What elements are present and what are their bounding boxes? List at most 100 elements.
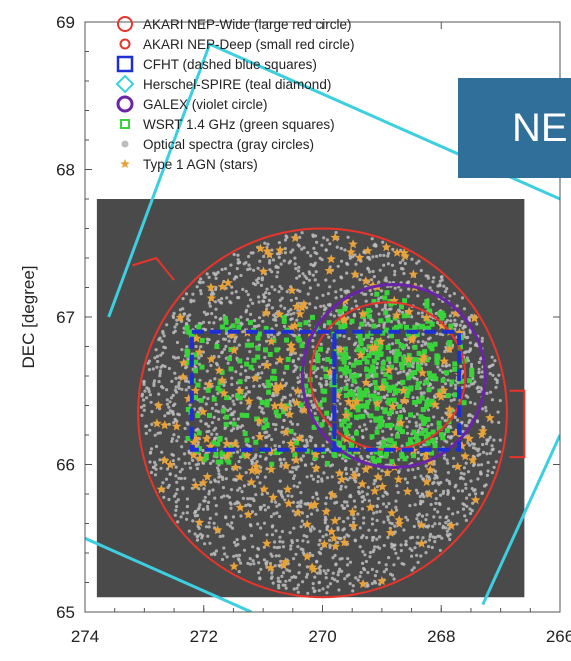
optical-spectrum-point [153, 473, 158, 477]
optical-spectrum-point [175, 318, 179, 322]
wsrt-source-point [387, 411, 392, 417]
optical-spectrum-point [484, 483, 488, 487]
optical-spectrum-point [175, 419, 179, 423]
optical-spectrum-point [498, 438, 502, 442]
optical-spectrum-point [361, 495, 365, 499]
optical-spectrum-point [264, 291, 268, 295]
wsrt-source-point [235, 393, 241, 398]
optical-spectrum-point [290, 541, 294, 545]
agn-star-point [365, 502, 376, 512]
optical-spectrum-point [377, 297, 381, 301]
optical-spectrum-point [174, 500, 178, 504]
optical-spectrum-point [171, 393, 175, 397]
optical-spectrum-point [279, 262, 283, 266]
optical-spectrum-point [225, 555, 229, 559]
optical-spectrum-point [394, 505, 398, 509]
optical-spectrum-point [162, 345, 166, 349]
agn-star-point [408, 333, 418, 343]
optical-spectrum-point [353, 253, 357, 257]
wsrt-source-point [311, 424, 317, 430]
optical-spectrum-point [226, 522, 230, 526]
optical-spectrum-point [148, 460, 152, 464]
wsrt-source-point [269, 461, 275, 467]
optical-spectrum-point [223, 267, 228, 271]
optical-spectrum-point [302, 246, 306, 250]
optical-spectrum-point [386, 535, 390, 540]
optical-spectrum-point [276, 270, 280, 274]
agn-star-point [291, 301, 302, 311]
optical-spectrum-point [252, 384, 256, 388]
optical-spectrum-point [343, 248, 347, 252]
optical-spectrum-point [459, 475, 463, 480]
optical-spectrum-point [405, 431, 410, 435]
wsrt-source-point [366, 308, 372, 313]
optical-spectrum-point [373, 390, 377, 394]
optical-spectrum-point [174, 376, 178, 380]
optical-spectrum-point [255, 278, 259, 282]
optical-spectrum-point [175, 322, 179, 326]
optical-spectrum-point [266, 242, 270, 246]
optical-spectrum-point [380, 289, 384, 293]
optical-spectrum-point [333, 578, 337, 582]
optical-spectrum-point [224, 477, 228, 481]
optical-spectrum-point [236, 261, 240, 265]
wsrt-source-point [406, 362, 412, 368]
optical-spectrum-point [293, 474, 297, 478]
agn-star-point [444, 344, 455, 354]
optical-spectrum-point [187, 385, 191, 389]
wsrt-source-point [381, 439, 387, 445]
optical-spectrum-point [311, 233, 315, 237]
optical-spectrum-point [210, 312, 214, 316]
optical-spectrum-point [184, 292, 189, 296]
optical-spectrum-point [292, 587, 296, 591]
optical-spectrum-point [347, 337, 351, 341]
optical-spectrum-point [204, 312, 208, 317]
optical-spectrum-point [214, 512, 218, 516]
optical-spectrum-point [427, 538, 432, 542]
wsrt-source-point [320, 388, 326, 394]
optical-spectrum-point [149, 400, 153, 404]
optical-spectrum-point [382, 395, 386, 399]
optical-spectrum-point [229, 488, 234, 492]
optical-spectrum-point [386, 515, 390, 519]
wsrt-source-point [340, 356, 346, 362]
wsrt-source-point [273, 409, 279, 415]
optical-spectrum-point [442, 456, 447, 460]
optical-spectrum-point [278, 540, 282, 544]
optical-spectrum-point [226, 361, 230, 365]
optical-spectrum-point [309, 399, 313, 403]
wsrt-source-point [189, 332, 194, 338]
wsrt-source-point [387, 374, 393, 380]
optical-spectrum-point [433, 394, 437, 398]
wsrt-source-point [276, 413, 282, 419]
optical-spectrum-point [456, 381, 460, 385]
optical-spectrum-point [280, 296, 284, 300]
optical-spectrum-point [139, 405, 144, 409]
wsrt-source-point [429, 321, 435, 327]
optical-spectrum-point [479, 470, 483, 474]
wsrt-source-point [371, 459, 377, 464]
wsrt-source-point [361, 403, 367, 409]
agn-star-point [321, 506, 331, 516]
optical-spectrum-point [412, 566, 416, 570]
agn-star-point [247, 465, 257, 475]
optical-spectrum-point [254, 454, 258, 458]
optical-spectrum-point [278, 284, 282, 288]
optical-spectrum-point [257, 561, 261, 565]
optical-spectrum-point [208, 541, 212, 545]
optical-spectrum-point [297, 394, 301, 398]
optical-spectrum-point [217, 410, 221, 414]
optical-spectrum-point [424, 524, 428, 529]
agn-star-point [451, 308, 461, 318]
optical-spectrum-point [274, 427, 278, 431]
agn-star-point [276, 400, 287, 410]
optical-spectrum-point [369, 451, 373, 455]
agn-star-point [421, 477, 432, 487]
optical-spectrum-point [491, 447, 495, 451]
optical-spectrum-point [263, 385, 267, 389]
optical-spectrum-point [305, 514, 309, 519]
wsrt-source-point [335, 320, 341, 326]
optical-spectrum-point [297, 244, 301, 248]
agn-star-point [358, 579, 368, 589]
optical-spectrum-point [478, 452, 482, 456]
